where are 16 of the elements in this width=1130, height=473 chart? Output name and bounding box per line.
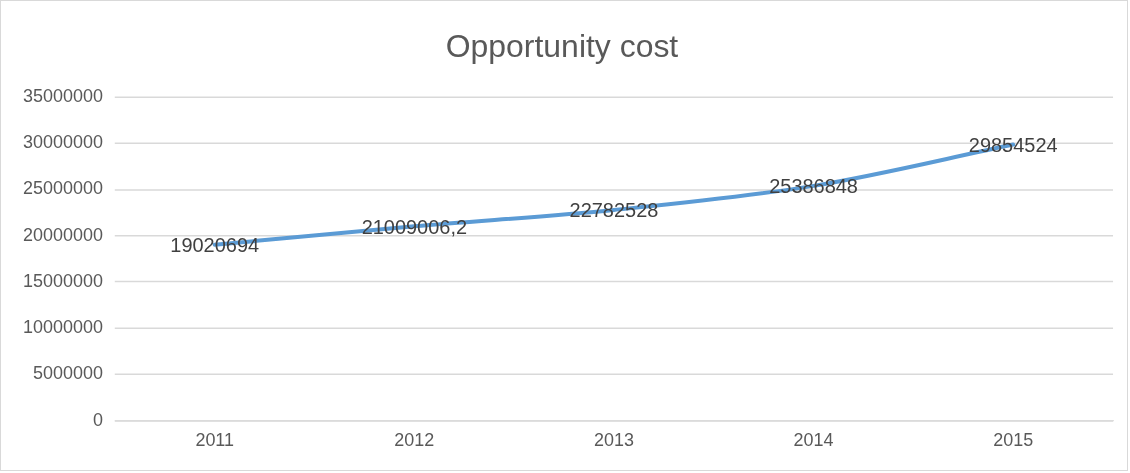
- x-tick-label: 2014: [793, 430, 834, 451]
- x-tick-label: 2015: [993, 430, 1034, 451]
- y-tick-label: 20000000: [22, 224, 103, 245]
- y-tick-label: 25000000: [22, 178, 103, 199]
- chart-title: Opportunity cost: [445, 27, 679, 64]
- data-label: 19020694: [170, 234, 260, 257]
- y-tick-label: 5000000: [32, 363, 103, 384]
- data-label: 29854524: [968, 134, 1058, 157]
- y-tick-label: 0: [92, 409, 103, 430]
- x-tick-label: 2013: [593, 430, 634, 451]
- y-tick-label: 35000000: [22, 85, 103, 106]
- y-tick-label: 10000000: [22, 317, 103, 338]
- y-tick-label: 15000000: [22, 270, 103, 291]
- y-tick-label: 30000000: [22, 132, 103, 153]
- x-tick-label: 2011: [195, 430, 235, 451]
- x-tick-label: 2012: [394, 430, 435, 451]
